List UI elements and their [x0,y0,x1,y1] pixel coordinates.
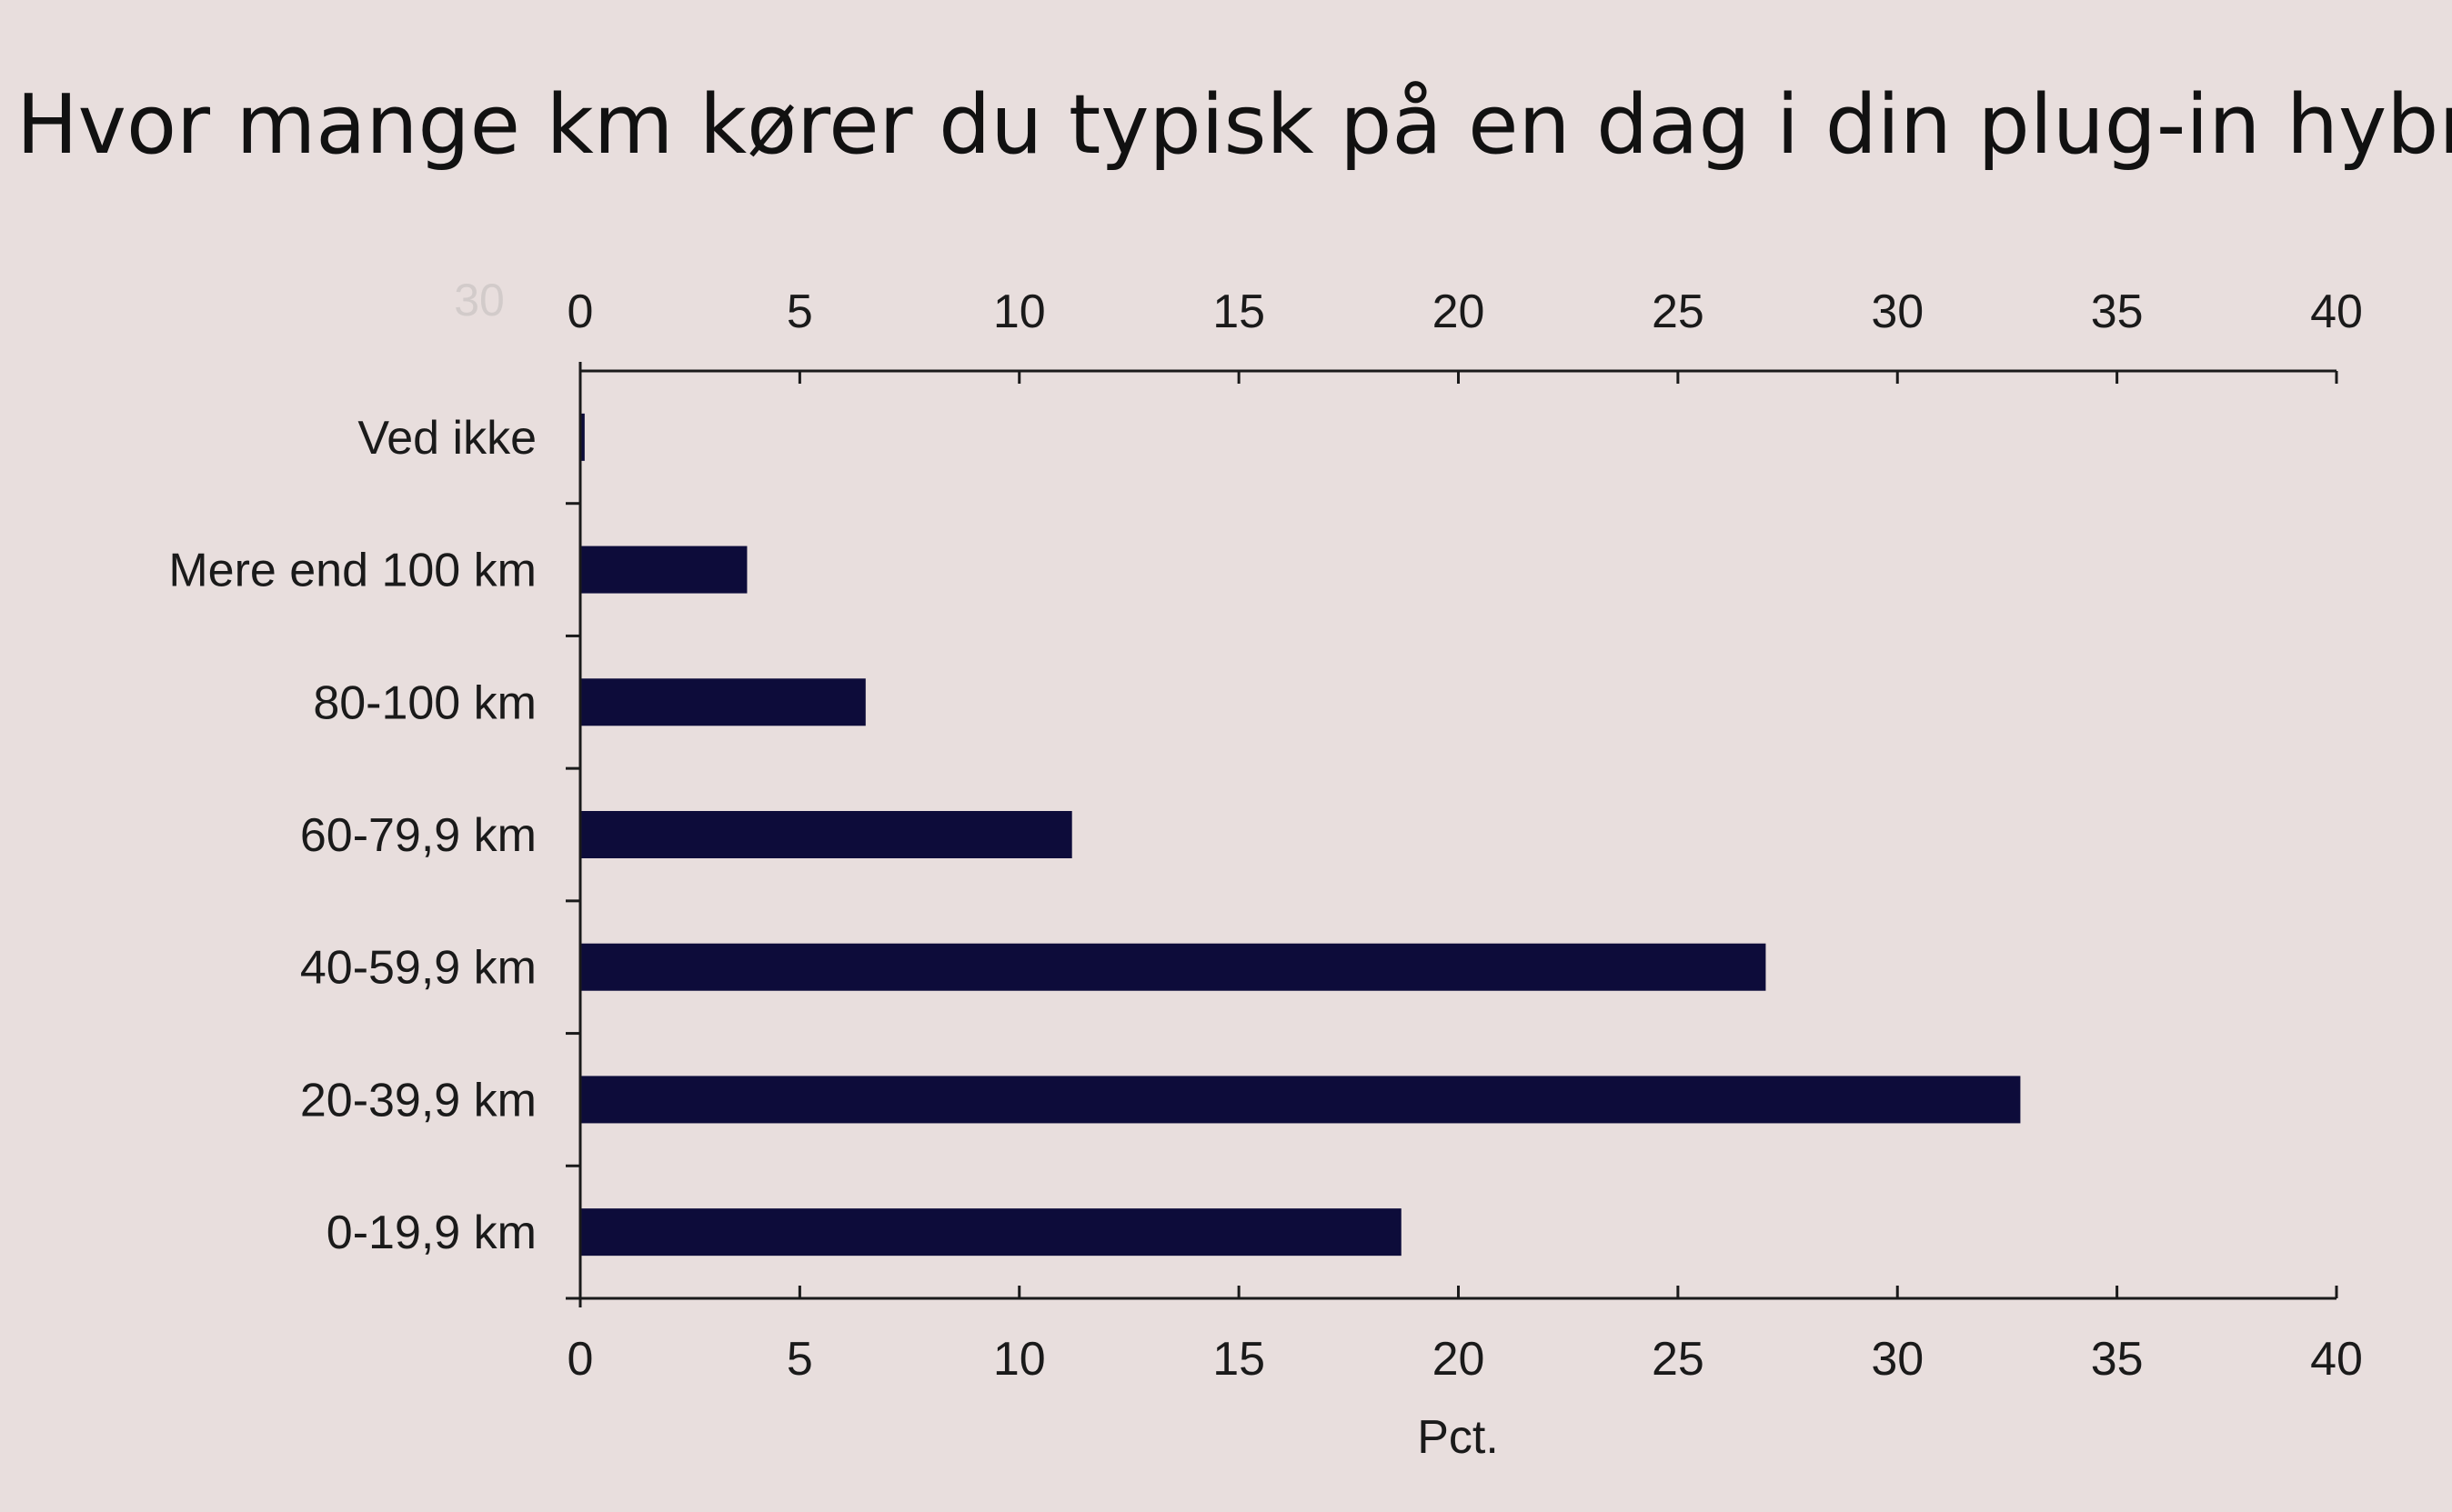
top-tick-label: 10 [993,285,1046,338]
category-label: 40-59,9 km [300,942,537,995]
category-label: 80-100 km [313,676,537,729]
category-label: Mere end 100 km [168,545,537,597]
bottom-tick-label: 15 [1212,1333,1265,1386]
bottom-tick-label: 25 [1652,1333,1704,1386]
plot-area: 0 0 5 5 10 10 15 15 20 20 25 25 30 30 35 35 40 40 Ved ikk… [168,285,2363,1386]
top-tick-label: 40 [2310,285,2363,338]
bottom-tick-label: 0 [568,1333,594,1386]
bottom-tick-label: 5 [787,1333,813,1386]
bar [580,1208,1402,1257]
top-tick-label: 20 [1432,285,1485,338]
top-tick-label: 15 [1212,285,1265,338]
category-label: 60-79,9 km [300,809,537,862]
bar [580,546,748,594]
bottom-tick-label: 10 [993,1333,1046,1386]
top-tick-label: 0 [568,285,594,338]
bar [580,943,1766,991]
bottom-tick-label: 40 [2310,1333,2363,1386]
bar [580,1076,2021,1124]
bars-group [580,413,2021,1257]
x-axis-label: Pct. [1417,1411,1499,1464]
category-label: 20-39,9 km [300,1074,537,1126]
bottom-tick-label: 20 [1432,1333,1485,1386]
chart-title: Hvor mange km kører du typisk på en dag … [16,77,2452,173]
ghost-label: 30 [454,275,505,325]
top-tick-label: 25 [1652,285,1704,338]
top-tick-label: 30 [1871,285,1924,338]
category-labels: Ved ikke Mere end 100 km 80-100 km 60-79,9 … [168,412,537,1259]
bottom-tick-label: 35 [2091,1333,2144,1386]
category-label: Ved ikke [357,412,537,465]
bar [580,811,1072,858]
bar [580,678,866,726]
top-tick-label: 35 [2091,285,2144,338]
bottom-tick-label: 30 [1871,1333,1924,1386]
bar [580,413,585,461]
category-label: 0-19,9 km [327,1207,537,1259]
top-tick-label: 5 [787,285,813,338]
axes-group: 0 0 5 5 10 10 15 15 20 20 25 25 30 30 35 35 40 40 [566,285,2363,1386]
